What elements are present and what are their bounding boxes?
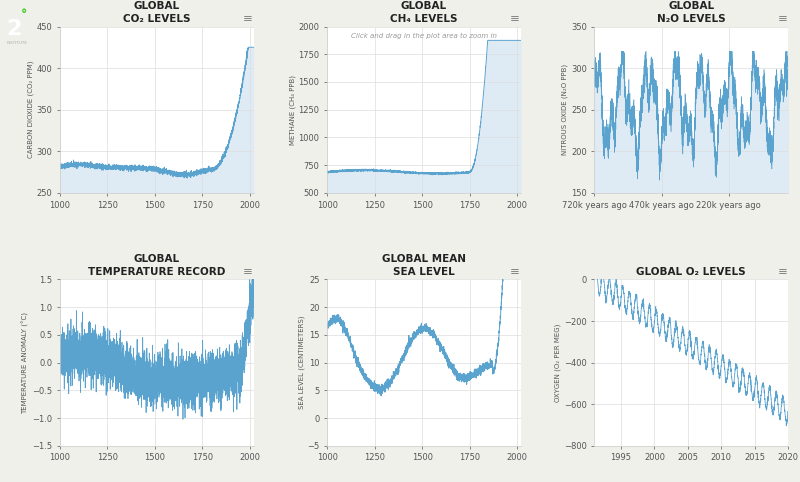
Title: GLOBAL
CO₂ LEVELS: GLOBAL CO₂ LEVELS bbox=[123, 1, 190, 25]
Title: GLOBAL MEAN
SEA LEVEL: GLOBAL MEAN SEA LEVEL bbox=[382, 254, 466, 277]
Text: Click and drag in the plot area to zoom in: Click and drag in the plot area to zoom … bbox=[351, 33, 497, 39]
Y-axis label: OXYGEN (O₂ PER MEG): OXYGEN (O₂ PER MEG) bbox=[554, 323, 561, 402]
Text: °: ° bbox=[21, 8, 27, 21]
Title: GLOBAL
TEMPERATURE RECORD: GLOBAL TEMPERATURE RECORD bbox=[88, 254, 226, 277]
Text: ≡: ≡ bbox=[510, 265, 520, 278]
Y-axis label: SEA LEVEL (CENTIMETERS): SEA LEVEL (CENTIMETERS) bbox=[298, 316, 305, 409]
Title: GLOBAL O₂ LEVELS: GLOBAL O₂ LEVELS bbox=[636, 268, 746, 277]
Text: INSTITUTE: INSTITUTE bbox=[6, 40, 27, 44]
Y-axis label: TEMPERATURE ANOMALY (°C): TEMPERATURE ANOMALY (°C) bbox=[22, 312, 30, 414]
Y-axis label: CARBON DIOXIDE (CO₂ PPM): CARBON DIOXIDE (CO₂ PPM) bbox=[27, 61, 34, 159]
Text: ≡: ≡ bbox=[243, 265, 253, 278]
Text: ≡: ≡ bbox=[510, 12, 520, 25]
Text: ≡: ≡ bbox=[778, 265, 787, 278]
Title: GLOBAL
CH₄ LEVELS: GLOBAL CH₄ LEVELS bbox=[390, 1, 458, 25]
Text: 2: 2 bbox=[6, 19, 22, 40]
Y-axis label: NITROUS OXIDE (N₂O PPB): NITROUS OXIDE (N₂O PPB) bbox=[562, 64, 568, 155]
Y-axis label: METHANE (CH₄ PPB): METHANE (CH₄ PPB) bbox=[289, 75, 296, 145]
Text: ≡: ≡ bbox=[778, 12, 787, 25]
Text: ≡: ≡ bbox=[243, 12, 253, 25]
Title: GLOBAL
N₂O LEVELS: GLOBAL N₂O LEVELS bbox=[657, 1, 726, 25]
